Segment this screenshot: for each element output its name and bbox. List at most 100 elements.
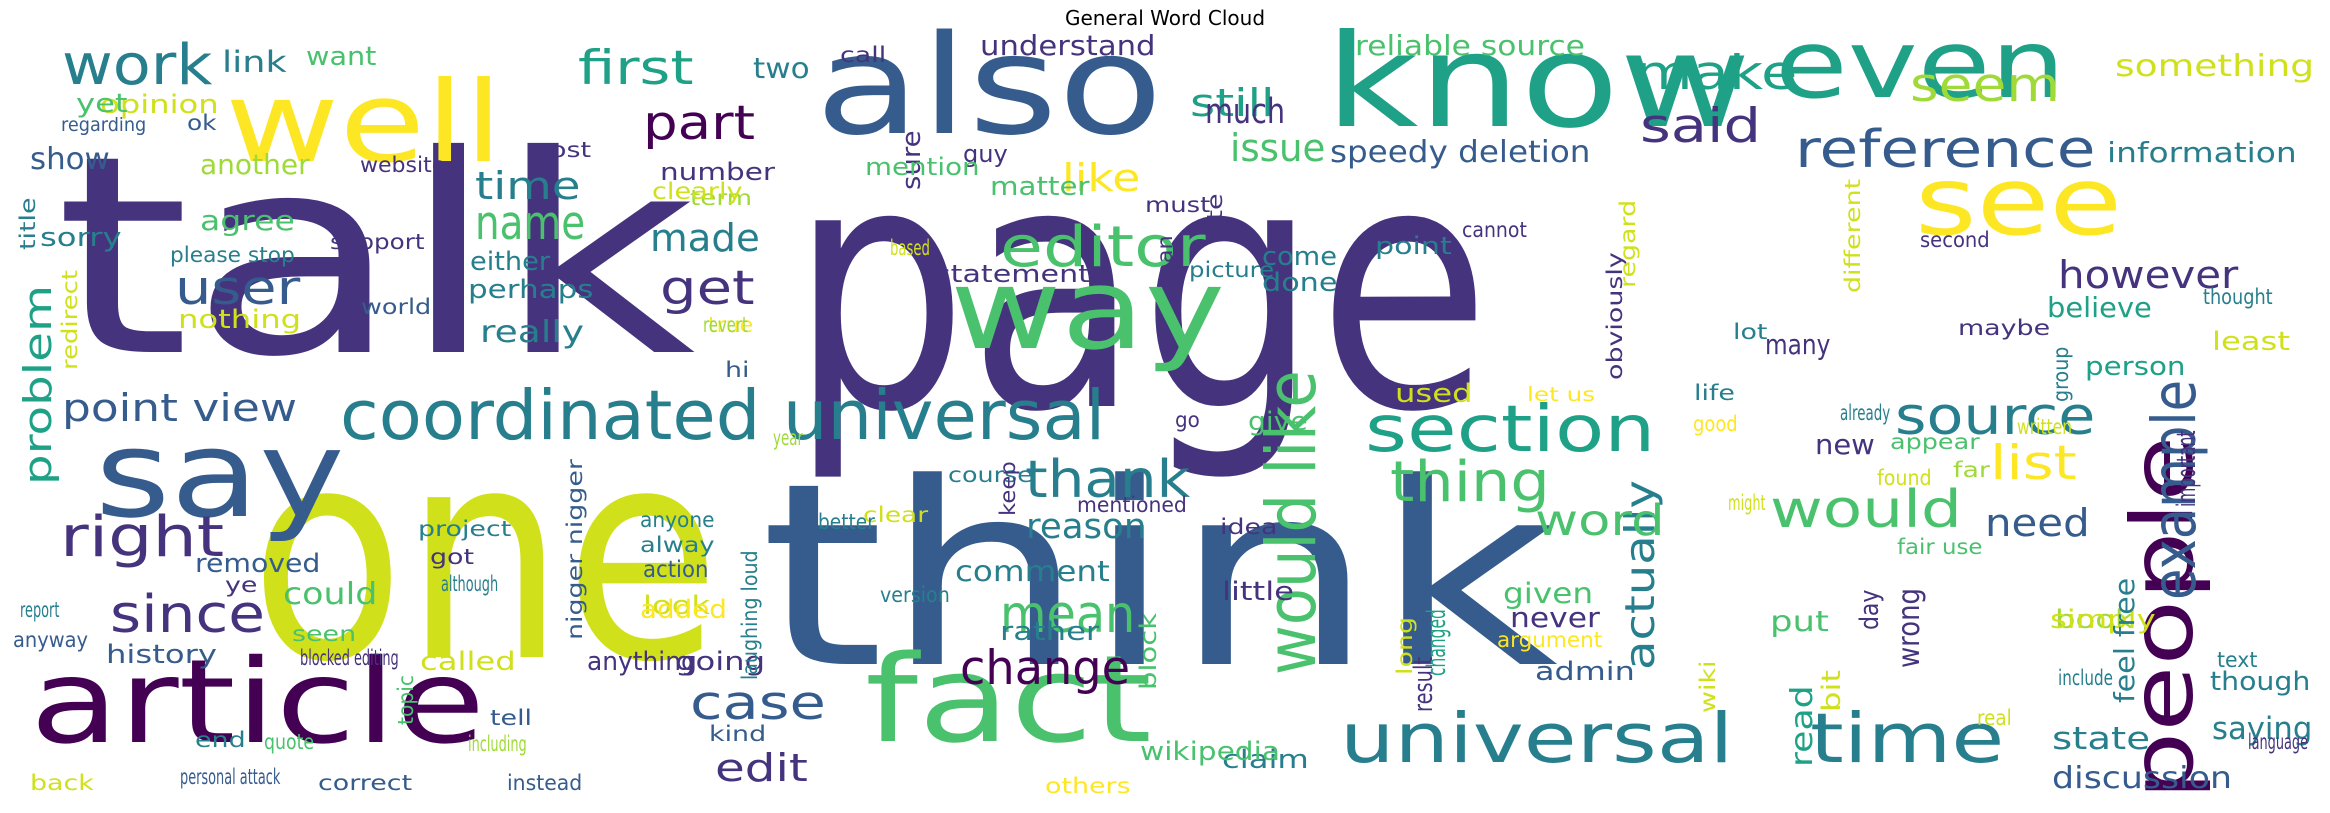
word-time: time bbox=[475, 164, 581, 209]
word-also: also bbox=[815, 6, 1164, 166]
word-blocked-editing: blocked editing bbox=[300, 646, 399, 671]
word-like: like bbox=[1062, 156, 1141, 201]
word-link: link bbox=[222, 45, 287, 79]
word-group: group bbox=[2049, 346, 2074, 402]
word-already: already bbox=[1840, 401, 1891, 426]
word-world: world bbox=[361, 295, 432, 320]
word-mean: mean bbox=[1000, 585, 1136, 645]
word-speedy-deletion: speedy deletion bbox=[1330, 135, 1591, 170]
word-correct: correct bbox=[318, 771, 413, 796]
word-editor: editor bbox=[1000, 215, 1206, 280]
word-however: however bbox=[2058, 253, 2239, 298]
word-feel-free: feel free bbox=[2109, 577, 2141, 703]
word-say: say bbox=[95, 405, 345, 545]
word-guy: guy bbox=[963, 140, 1008, 168]
word-opinion: opinion bbox=[100, 90, 219, 120]
word-changed: changed bbox=[1422, 609, 1452, 676]
word-second: second bbox=[1920, 228, 1990, 253]
word-need: need bbox=[1985, 501, 2090, 546]
word-page: page bbox=[790, 92, 1491, 487]
word-source: source bbox=[1895, 387, 2096, 447]
word-many: many bbox=[1765, 329, 1831, 361]
word-wiki: wiki bbox=[1696, 660, 1721, 713]
word-new: new bbox=[1815, 429, 1875, 461]
word-go: go bbox=[1175, 408, 1200, 433]
chart-title: General Word Cloud bbox=[1064, 6, 1266, 30]
word-project: project bbox=[418, 517, 512, 542]
word-much: much bbox=[1205, 92, 1286, 132]
word-post: post bbox=[533, 138, 592, 163]
word-even: even bbox=[1775, 10, 2066, 120]
word-make: make bbox=[1635, 46, 1798, 101]
word-appear: appear bbox=[1890, 430, 1980, 455]
word-found: found bbox=[1877, 466, 1932, 491]
word-used: used bbox=[1395, 379, 1473, 409]
word-think: think bbox=[760, 429, 1559, 724]
word-year: year bbox=[773, 426, 803, 451]
word-state: state bbox=[2052, 721, 2151, 757]
word-far: far bbox=[1953, 458, 1990, 483]
word-one: one bbox=[250, 386, 721, 726]
word-wikipedia: wikipedia bbox=[1140, 737, 1280, 767]
word-although: although bbox=[441, 572, 499, 597]
word-real: real bbox=[1977, 706, 2012, 731]
word-seen: seen bbox=[292, 622, 357, 647]
word-book: book bbox=[2055, 605, 2134, 635]
word-give: give bbox=[1248, 407, 1308, 437]
word-coordinated-universal: coordinated universal bbox=[340, 376, 1106, 456]
word-ok: ok bbox=[187, 111, 217, 136]
word-comment: comment bbox=[955, 555, 1110, 588]
word-language: language bbox=[2248, 730, 2309, 755]
word-called: called bbox=[420, 647, 516, 677]
word-agree: agree bbox=[200, 205, 295, 237]
word-let-us: let us bbox=[1527, 383, 1596, 406]
word-done: done bbox=[1262, 268, 1338, 298]
word-given: given bbox=[1503, 577, 1594, 610]
word-mentioned: mentioned bbox=[1077, 493, 1187, 518]
word-matter: matter bbox=[990, 172, 1090, 202]
word-good: good bbox=[1693, 412, 1738, 437]
word-long: long bbox=[1393, 616, 1418, 675]
word-wrong: wrong bbox=[1892, 588, 1927, 668]
word-kind: kind bbox=[709, 722, 767, 747]
word-name: name bbox=[475, 196, 586, 251]
word-though: though bbox=[2210, 667, 2311, 697]
word-point-view: point view bbox=[62, 386, 298, 431]
word-lot: lot bbox=[1733, 320, 1768, 345]
word-talk: talk bbox=[55, 97, 696, 417]
word-number: number bbox=[660, 158, 775, 186]
word-idea: idea bbox=[1220, 515, 1278, 540]
word-change: change bbox=[960, 641, 1131, 696]
word-got: got bbox=[430, 545, 475, 570]
word-life: life bbox=[1694, 381, 1735, 406]
word-first: first bbox=[578, 41, 694, 96]
word-back: back bbox=[30, 771, 94, 796]
word-read: read bbox=[1785, 685, 1820, 767]
word-clearly: clearly bbox=[652, 178, 743, 205]
word-fact: fact bbox=[865, 630, 1152, 770]
word-picture: picture bbox=[1189, 258, 1275, 283]
word-discussion: discussion bbox=[2052, 761, 2232, 796]
word-claim: claim bbox=[1222, 745, 1309, 775]
word-support: support bbox=[330, 230, 425, 255]
word-yet: yet bbox=[76, 89, 128, 119]
word-get: get bbox=[660, 261, 755, 316]
word-list: list bbox=[1990, 436, 2077, 491]
word-others: others bbox=[1045, 774, 1131, 799]
word-clear: clear bbox=[863, 503, 929, 528]
word-reference: reference bbox=[1795, 120, 2096, 180]
word-action: action bbox=[643, 556, 709, 583]
word-call: call bbox=[840, 43, 887, 68]
word-time: time bbox=[1810, 699, 2005, 779]
word-least: least bbox=[2212, 327, 2291, 357]
word-keep: keep bbox=[996, 461, 1021, 516]
word-information: information bbox=[2107, 137, 2297, 169]
word-perhaps: perhaps bbox=[468, 275, 594, 305]
word-nigger-nigger: nigger nigger bbox=[563, 459, 588, 640]
word-something: something bbox=[2115, 49, 2315, 84]
word-please-stop: please stop bbox=[170, 243, 295, 268]
word-thought: thought bbox=[2203, 285, 2273, 310]
word-way: way bbox=[950, 245, 1226, 375]
word-could: could bbox=[283, 577, 378, 612]
word-edit: edit bbox=[715, 746, 808, 791]
